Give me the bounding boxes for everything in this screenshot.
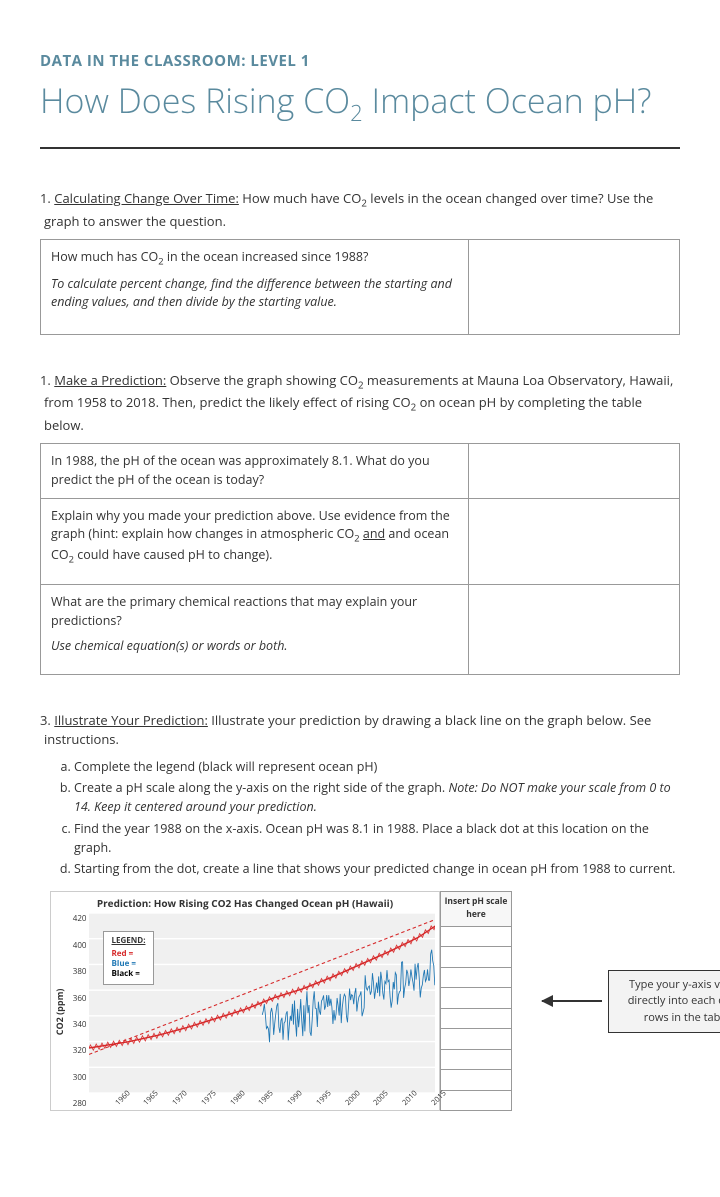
q2-a1[interactable] <box>469 444 680 499</box>
r3-hint: Use chemical equation(s) or words or bot… <box>51 637 288 654</box>
y-ticks: 420400380360340320300280 <box>69 913 89 1110</box>
chart-area: Prediction: How Rising CO2 Has Changed O… <box>40 891 680 1111</box>
q2-a3[interactable] <box>469 585 680 674</box>
instr-c: Find the year 1988 on the x-axis. Ocean … <box>74 820 680 858</box>
q2-row1: In 1988, the pH of the ocean was approxi… <box>41 444 469 499</box>
scale-row[interactable] <box>441 1049 512 1070</box>
scale-row[interactable] <box>441 1008 512 1029</box>
s2-l1-pre: Observe the graph showing CO <box>166 371 358 389</box>
scale-header: Insert pH scale here <box>441 892 512 927</box>
section-illustrate: 3. Illustrate Your Prediction: Illustrat… <box>40 711 680 1112</box>
section-prediction: 1. Make a Prediction: Observe the graph … <box>40 371 680 675</box>
instr-b-pre: Create a pH scale along the y-axis on th… <box>74 779 448 796</box>
page-title: How Does Rising CO2 Impact Ocean pH? <box>40 75 680 130</box>
q1-cell: How much has CO2 in the ocean increased … <box>41 240 469 335</box>
q1-hint: To calculate percent change, find the di… <box>51 275 452 311</box>
x-ticks: 1960196519701975198019851990199520002005… <box>89 1093 440 1110</box>
s1-title: Calculating Change Over Time: <box>54 189 239 207</box>
legend-black: Black = <box>112 968 140 979</box>
q2-a2[interactable] <box>469 498 680 585</box>
legend-blue: Blue = <box>112 958 136 969</box>
legend-red: Red = <box>112 948 134 959</box>
section3-intro: 3. Illustrate Your Prediction: Illustrat… <box>40 711 680 750</box>
scale-row[interactable] <box>441 1070 512 1091</box>
table-q1: How much has CO2 in the ocean increased … <box>40 239 680 335</box>
chart-wrap: Prediction: How Rising CO2 Has Changed O… <box>50 891 512 1111</box>
divider <box>40 147 680 149</box>
scale-row[interactable] <box>441 947 512 968</box>
r2-post: could have caused pH to change). <box>74 546 272 563</box>
section2-intro: 1. Make a Prediction: Observe the graph … <box>40 371 680 435</box>
scale-row[interactable] <box>441 967 512 988</box>
callout: Type your y-axis values directly into ea… <box>542 970 720 1034</box>
s2-title: Make a Prediction: <box>54 371 166 389</box>
section-calculating: 1. Calculating Change Over Time: How muc… <box>40 189 680 335</box>
s3-num: 3. <box>40 711 51 729</box>
scale-row[interactable] <box>441 988 512 1009</box>
q1-answer[interactable] <box>469 240 680 335</box>
scale-row[interactable] <box>441 1090 512 1111</box>
q1-post: in the ocean increased since 1988? <box>164 248 369 265</box>
instr-b: Create a pH scale along the y-axis on th… <box>74 779 680 817</box>
callout-box: Type your y-axis values directly into ea… <box>608 970 720 1034</box>
s2-num: 1. <box>40 371 51 389</box>
title-post: Impact Ocean pH? <box>363 77 652 123</box>
title-sub: 2 <box>350 97 363 127</box>
arrow-icon <box>542 1000 602 1002</box>
chart-box: Prediction: How Rising CO2 Has Changed O… <box>50 891 440 1111</box>
r2-sub1: 2 <box>354 532 359 545</box>
header-eyebrow: DATA IN THE CLASSROOM: LEVEL 1 <box>40 50 680 73</box>
ph-scale-table: Insert pH scale here <box>440 891 512 1111</box>
s3-title: Illustrate Your Prediction: <box>54 711 208 729</box>
q2-row2: Explain why you made your prediction abo… <box>41 498 469 585</box>
plot-area: LEGEND: Red = Blue = Black = <box>89 913 436 1093</box>
s1-num: 1. <box>40 189 51 207</box>
s1-intro-pre: How much have CO <box>239 189 361 207</box>
q1-pre: How much has CO <box>51 248 158 265</box>
q2-row3: What are the primary chemical reactions … <box>41 585 469 674</box>
instruction-list: Complete the legend (black will represen… <box>40 758 680 880</box>
r3-q: What are the primary chemical reactions … <box>51 593 417 629</box>
table-q2: In 1988, the pH of the ocean was approxi… <box>40 443 680 675</box>
y-axis-label: CO2 (ppm) <box>51 913 69 1110</box>
title-pre: How Does Rising CO <box>40 77 350 123</box>
scale-row[interactable] <box>441 1029 512 1050</box>
section1-intro: 1. Calculating Change Over Time: How muc… <box>40 189 680 231</box>
instr-a: Complete the legend (black will represen… <box>74 758 680 777</box>
legend-title: LEGEND: <box>112 936 146 946</box>
s2-l2-pre: 2018. Then, predict the likely effect of… <box>126 393 411 411</box>
r2-and: and <box>363 525 385 542</box>
scale-row[interactable] <box>441 926 512 947</box>
chart-title: Prediction: How Rising CO2 Has Changed O… <box>51 892 439 913</box>
instr-d: Starting from the dot, create a line tha… <box>74 860 680 879</box>
legend-box: LEGEND: Red = Blue = Black = <box>103 931 155 985</box>
